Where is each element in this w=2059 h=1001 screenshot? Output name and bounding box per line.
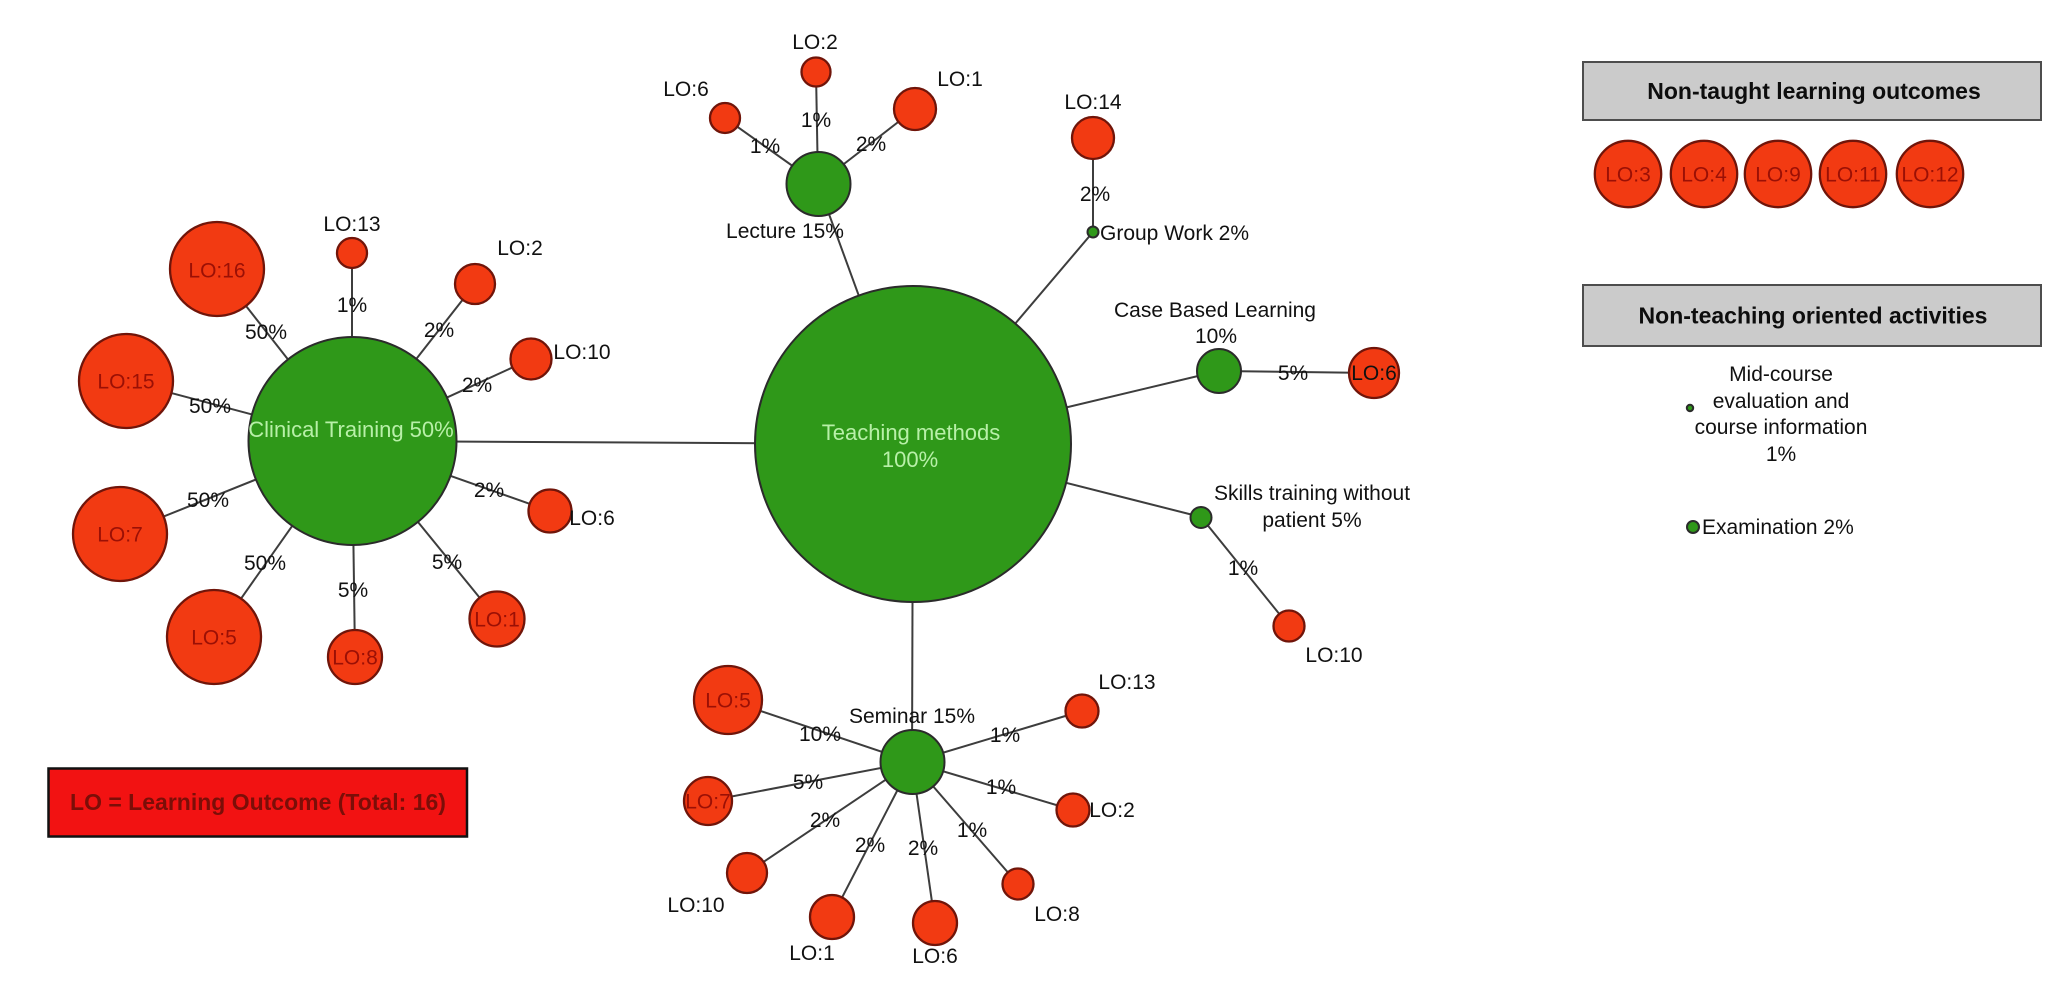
- svg-text:1%: 1%: [1228, 557, 1258, 580]
- svg-text:Seminar 15%: Seminar 15%: [849, 705, 975, 728]
- svg-text:50%: 50%: [244, 552, 286, 575]
- svg-text:LO:2: LO:2: [497, 237, 543, 260]
- svg-text:10%: 10%: [1195, 325, 1237, 348]
- svg-text:Case Based Learning: Case Based Learning: [1114, 299, 1316, 322]
- svg-text:Lecture 15%: Lecture 15%: [726, 220, 844, 243]
- svg-text:LO:13: LO:13: [1098, 671, 1155, 694]
- svg-text:100%: 100%: [882, 447, 938, 472]
- svg-text:LO:6: LO:6: [569, 507, 615, 530]
- svg-text:LO = Learning Outcome (Total:: LO = Learning Outcome (Total: 16): [70, 789, 446, 815]
- svg-text:2%: 2%: [462, 374, 492, 397]
- svg-text:LO:1: LO:1: [789, 942, 835, 965]
- svg-text:evaluation and: evaluation and: [1713, 390, 1850, 413]
- svg-text:LO:4: LO:4: [1681, 164, 1727, 187]
- svg-text:2%: 2%: [856, 133, 886, 156]
- svg-text:LO:12: LO:12: [1901, 164, 1958, 187]
- svg-text:LO:1: LO:1: [937, 68, 983, 91]
- svg-text:LO:6: LO:6: [912, 945, 958, 968]
- svg-text:LO:10: LO:10: [553, 341, 610, 364]
- svg-text:1%: 1%: [990, 724, 1020, 747]
- svg-text:LO:2: LO:2: [1089, 799, 1135, 822]
- svg-text:LO:8: LO:8: [1034, 903, 1080, 926]
- svg-text:Examination 2%: Examination 2%: [1702, 516, 1854, 539]
- svg-text:Non-taught learning outcomes: Non-taught learning outcomes: [1647, 78, 1981, 104]
- svg-text:Clinical Training 50%: Clinical Training 50%: [248, 417, 453, 442]
- svg-text:2%: 2%: [424, 319, 454, 342]
- svg-text:Mid-course: Mid-course: [1729, 363, 1833, 386]
- svg-text:LO:9: LO:9: [1755, 164, 1801, 187]
- svg-text:1%: 1%: [1766, 443, 1796, 466]
- svg-text:1%: 1%: [986, 776, 1016, 799]
- svg-text:5%: 5%: [793, 771, 823, 794]
- svg-text:LO:15: LO:15: [97, 371, 154, 394]
- svg-text:50%: 50%: [187, 489, 229, 512]
- svg-text:LO:13: LO:13: [323, 213, 380, 236]
- svg-text:LO:8: LO:8: [332, 647, 378, 670]
- svg-text:1%: 1%: [337, 294, 367, 317]
- svg-text:LO:5: LO:5: [705, 690, 751, 713]
- svg-text:Group Work 2%: Group Work 2%: [1100, 222, 1249, 245]
- svg-text:LO:11: LO:11: [1825, 164, 1881, 187]
- svg-text:Non-teaching oriented activiti: Non-teaching oriented activities: [1639, 303, 1988, 329]
- svg-text:1%: 1%: [957, 819, 987, 842]
- svg-text:LO:6: LO:6: [1351, 362, 1397, 385]
- svg-text:LO:6: LO:6: [663, 78, 709, 101]
- svg-text:5%: 5%: [338, 579, 368, 602]
- svg-text:5%: 5%: [1278, 362, 1308, 385]
- svg-text:LO:16: LO:16: [188, 260, 245, 283]
- svg-text:course information: course information: [1695, 416, 1868, 439]
- svg-text:50%: 50%: [189, 395, 231, 418]
- svg-text:5%: 5%: [432, 551, 462, 574]
- svg-text:patient 5%: patient 5%: [1262, 509, 1361, 532]
- svg-text:LO:7: LO:7: [97, 524, 143, 547]
- svg-text:2%: 2%: [810, 809, 840, 832]
- svg-text:LO:7: LO:7: [685, 791, 731, 814]
- svg-text:2%: 2%: [855, 834, 885, 857]
- svg-text:LO:10: LO:10: [667, 894, 724, 917]
- svg-text:Skills training without: Skills training without: [1214, 482, 1410, 505]
- svg-text:LO:10: LO:10: [1305, 644, 1362, 667]
- svg-text:2%: 2%: [1080, 183, 1110, 206]
- svg-text:50%: 50%: [245, 321, 287, 344]
- svg-text:LO:14: LO:14: [1064, 91, 1122, 114]
- svg-text:2%: 2%: [474, 479, 504, 502]
- svg-text:2%: 2%: [908, 837, 938, 860]
- svg-text:10%: 10%: [799, 723, 841, 746]
- svg-text:Teaching methods: Teaching methods: [822, 420, 1001, 445]
- svg-text:LO:1: LO:1: [474, 609, 520, 632]
- svg-text:LO:5: LO:5: [191, 627, 237, 650]
- svg-text:1%: 1%: [750, 135, 780, 158]
- svg-text:LO:3: LO:3: [1605, 164, 1651, 187]
- svg-text:LO:2: LO:2: [792, 31, 838, 54]
- svg-text:1%: 1%: [801, 109, 831, 132]
